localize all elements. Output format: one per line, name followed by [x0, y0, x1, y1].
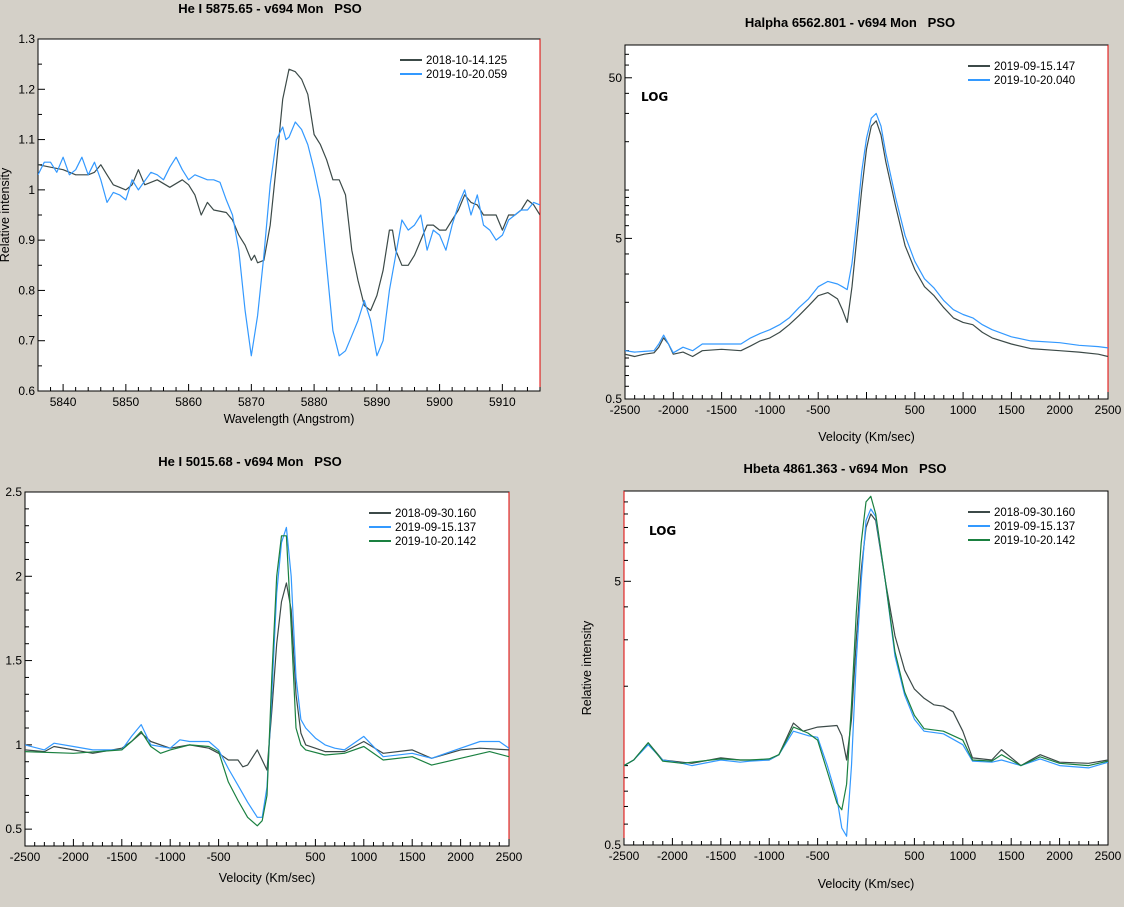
- x-tick-label: 1500: [998, 403, 1025, 417]
- x-tick-label: -2500: [609, 849, 640, 863]
- x-tick-label: 5910: [489, 395, 516, 409]
- x-tick-label: 2500: [1095, 849, 1122, 863]
- x-tick-label: -1000: [755, 403, 786, 417]
- x-tick-label: 5850: [112, 395, 139, 409]
- y-tick-label: 0.9: [18, 233, 35, 247]
- y-tick-label: 0.5: [605, 392, 622, 406]
- x-tick-label: 5900: [426, 395, 453, 409]
- chart-3: He I 5015.68 - v694 Mon PSO -2500 -2000 -15…: [5, 454, 522, 885]
- series-line-2018-10-14.125: [38, 68, 540, 312]
- x-tick-label: 500: [905, 403, 925, 417]
- plot-area: [37, 38, 541, 392]
- x-tick-label: -2000: [58, 850, 89, 864]
- series-line-2019-09-15.137: [624, 508, 1108, 837]
- x-tick-label: -2500: [10, 850, 41, 864]
- plot-area: [624, 44, 1109, 400]
- chart-title: He I 5015.68 - v694 Mon PSO: [158, 454, 342, 469]
- x-tick-label: 5870: [238, 395, 265, 409]
- x-tick-label: 2000: [447, 850, 474, 864]
- x-tick-label: 500: [305, 850, 325, 864]
- x-tick-label: 5880: [301, 395, 328, 409]
- legend-entry: 2018-10-14.125: [426, 55, 507, 67]
- chart-2: Halpha 6562.801 - v694 Mon PSO -2500 -2000…: [605, 15, 1121, 444]
- x-tick-label: -1500: [706, 403, 737, 417]
- x-tick-label: 5860: [175, 395, 202, 409]
- y-tick-label: 1.3: [18, 32, 35, 46]
- log-scale-annotation: LOG: [641, 90, 668, 104]
- legend-entry: 2019-10-20.059: [426, 69, 507, 81]
- x-tick-label: 1500: [998, 849, 1025, 863]
- x-tick-label: -500: [207, 850, 231, 864]
- x-tick-label: -2000: [658, 403, 689, 417]
- series-line-2019-10-20.142: [25, 535, 509, 827]
- x-tick-label: 500: [904, 849, 924, 863]
- legend-entry: 2018-09-30.160: [395, 508, 476, 520]
- y-tick-label: 5: [615, 231, 622, 245]
- legend-entry: 2019-10-20.040: [994, 75, 1075, 87]
- y-tick-label: 0.5: [604, 838, 621, 852]
- legend-entry: 2019-10-20.142: [395, 536, 476, 548]
- x-tick-label: 2000: [1046, 849, 1073, 863]
- chart-title: Halpha 6562.801 - v694 Mon PSO: [745, 15, 955, 30]
- y-axis-label: Relative intensity: [0, 167, 12, 262]
- y-tick-label: 2.5: [5, 485, 22, 499]
- y-tick-label: 5: [614, 574, 621, 588]
- y-tick-label: 2: [15, 569, 22, 583]
- legend-entry: 2019-10-20.142: [994, 535, 1075, 547]
- x-tick-label: -500: [806, 849, 830, 863]
- chart-1: He I 5875.65 - v694 Mon PSO 5840 5850 5860 5…: [0, 1, 541, 426]
- x-axis-label: Velocity (Km/sec): [818, 430, 915, 444]
- x-tick-label: 2500: [1095, 403, 1122, 417]
- series-line-2019-10-20.142: [624, 495, 1108, 811]
- x-tick-label: 5890: [363, 395, 390, 409]
- x-tick-label: 1500: [399, 850, 426, 864]
- legend-entry: 2019-09-15.147: [994, 61, 1075, 73]
- x-tick-label: 2500: [496, 850, 523, 864]
- x-tick-label: -1000: [754, 849, 785, 863]
- series-line-2019-10-20.040: [625, 112, 1108, 354]
- y-tick-label: 1.2: [18, 82, 35, 96]
- y-tick-label: 0.6: [18, 384, 35, 398]
- chart-title: Hbeta 4861.363 - v694 Mon PSO: [743, 461, 946, 476]
- legend-entry: 2019-09-15.137: [395, 522, 476, 534]
- legend-entry: 2018-09-30.160: [994, 507, 1075, 519]
- x-tick-label: -1500: [705, 849, 736, 863]
- y-tick-label: 1: [15, 738, 22, 752]
- x-tick-label: -1000: [155, 850, 186, 864]
- x-tick-label: -1500: [106, 850, 137, 864]
- y-tick-label: 0.5: [5, 822, 22, 836]
- y-axis-label: Relative intensity: [580, 620, 594, 715]
- x-tick-label: -2000: [657, 849, 688, 863]
- y-tick-label: 0.7: [18, 334, 35, 348]
- x-tick-label: -500: [806, 403, 830, 417]
- chart-4: Hbeta 4861.363 - v694 Mon PSO -2500 -2000 -…: [580, 461, 1122, 891]
- plot-area: [623, 490, 1109, 846]
- y-tick-label: 0.8: [18, 283, 35, 297]
- legend-entry: 2019-09-15.137: [994, 521, 1075, 533]
- x-tick-label: 1000: [950, 403, 977, 417]
- log-scale-annotation: LOG: [649, 524, 676, 538]
- x-tick-label: 5840: [50, 395, 77, 409]
- chart-title: He I 5875.65 - v694 Mon PSO: [178, 1, 362, 16]
- x-axis-label: Velocity (Km/sec): [818, 877, 915, 891]
- x-tick-label: 2000: [1046, 403, 1073, 417]
- y-tick-label: 1: [28, 183, 35, 197]
- x-tick-label: 1000: [350, 850, 377, 864]
- series-line-2019-10-20.059: [38, 121, 540, 357]
- y-tick-label: 1.5: [5, 654, 22, 668]
- x-axis-label: Wavelength (Angstrom): [224, 412, 355, 426]
- y-tick-label: 50: [609, 71, 623, 85]
- y-tick-label: 1.1: [18, 133, 35, 147]
- x-tick-label: 1000: [949, 849, 976, 863]
- series-line-2019-09-15.147: [625, 120, 1108, 358]
- x-tick-label: -2500: [610, 403, 641, 417]
- x-axis-label: Velocity (Km/sec): [219, 871, 316, 885]
